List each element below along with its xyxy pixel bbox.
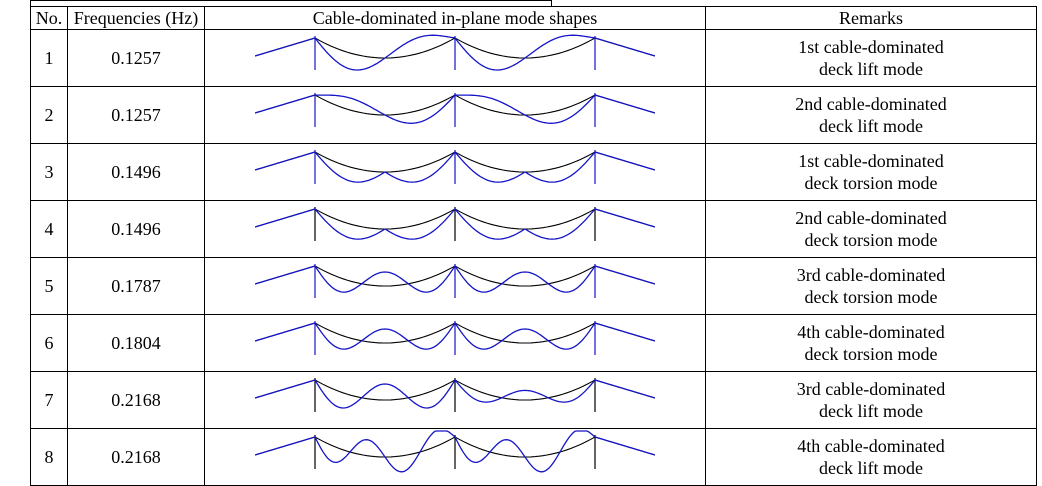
mode-shape-line bbox=[255, 207, 655, 240]
row-number: 5 bbox=[30, 257, 68, 315]
row-number: 6 bbox=[30, 314, 68, 372]
mode-shape-cell bbox=[204, 428, 706, 486]
table-row: 8 0.2168 4th cable-dominated deck lift mod… bbox=[30, 428, 1037, 486]
row-remark: 2nd cable-dominated deck lift mode bbox=[705, 86, 1037, 144]
row-remark: 2nd cable-dominated deck torsion mode bbox=[705, 200, 1037, 258]
row-frequency: 0.1804 bbox=[67, 314, 205, 372]
mode-shape-cell bbox=[204, 29, 706, 87]
mode-shape-diagram bbox=[255, 150, 655, 184]
table-row: 5 0.1787 3rd cable-dominated deck torsion … bbox=[30, 257, 1037, 315]
mode-shape-diagram bbox=[255, 93, 655, 127]
header-row: No. Frequencies (Hz) Cable-dominated in-… bbox=[30, 6, 1037, 30]
mode-shape-diagram bbox=[255, 430, 655, 473]
row-frequency: 0.2168 bbox=[67, 428, 205, 486]
row-number: 7 bbox=[30, 371, 68, 429]
mode-shape-cell bbox=[204, 257, 706, 315]
table-row: 6 0.1804 4th cable-dominated deck torsion … bbox=[30, 314, 1037, 372]
table-row: 3 0.1496 1st cable-dominated deck torsion … bbox=[30, 143, 1037, 201]
row-remark: 3rd cable-dominated deck lift mode bbox=[705, 371, 1037, 429]
mode-shape-cell bbox=[204, 143, 706, 201]
table-top-stub bbox=[30, 0, 552, 7]
row-frequency: 0.2168 bbox=[67, 371, 205, 429]
row-number: 2 bbox=[30, 86, 68, 144]
mode-shape-diagram bbox=[255, 207, 655, 241]
row-number: 8 bbox=[30, 428, 68, 486]
mode-shape-cell bbox=[204, 371, 706, 429]
mode-shape-line bbox=[255, 430, 655, 473]
row-remark: 1st cable-dominated deck torsion mode bbox=[705, 143, 1037, 201]
header-frequency: Frequencies (Hz) bbox=[67, 6, 205, 30]
mode-shape-diagram bbox=[255, 264, 655, 298]
row-frequency: 0.1257 bbox=[67, 29, 205, 87]
mode-shape-line bbox=[255, 34, 655, 71]
table-row: 1 0.1257 1st cable-dominated deck lift mod… bbox=[30, 29, 1037, 87]
mode-shape-line bbox=[255, 264, 655, 293]
mode-shape-cell bbox=[204, 86, 706, 144]
table-row: 2 0.1257 2nd cable-dominated deck lift mod… bbox=[30, 86, 1037, 144]
table-row: 7 0.2168 3rd cable-dominated deck lift mod… bbox=[30, 371, 1037, 429]
mode-shape-diagram bbox=[255, 321, 655, 355]
mode-shape-diagram bbox=[255, 34, 655, 71]
mode-shape-table: No. Frequencies (Hz) Cable-dominated in-… bbox=[30, 6, 1037, 486]
row-number: 4 bbox=[30, 200, 68, 258]
row-remark: 3rd cable-dominated deck torsion mode bbox=[705, 257, 1037, 315]
header-remarks: Remarks bbox=[705, 6, 1037, 30]
header-mode-shape: Cable-dominated in-plane mode shapes bbox=[204, 6, 706, 30]
row-remark: 1st cable-dominated deck lift mode bbox=[705, 29, 1037, 87]
header-no: No. bbox=[30, 6, 68, 30]
row-number: 1 bbox=[30, 29, 68, 87]
row-remark: 4th cable-dominated deck lift mode bbox=[705, 428, 1037, 486]
mode-shape-line bbox=[255, 321, 655, 350]
row-frequency: 0.1496 bbox=[67, 143, 205, 201]
mode-shape-line bbox=[255, 150, 655, 183]
row-frequency: 0.1787 bbox=[67, 257, 205, 315]
row-remark: 4th cable-dominated deck torsion mode bbox=[705, 314, 1037, 372]
table-row: 4 0.1496 2nd cable-dominated deck torsion … bbox=[30, 200, 1037, 258]
row-frequency: 0.1496 bbox=[67, 200, 205, 258]
mode-shape-line bbox=[255, 94, 655, 124]
mode-shape-cell bbox=[204, 200, 706, 258]
mode-shape-cell bbox=[204, 314, 706, 372]
mode-shape-diagram bbox=[255, 378, 655, 412]
row-frequency: 0.1257 bbox=[67, 86, 205, 144]
row-number: 3 bbox=[30, 143, 68, 201]
mode-shape-line bbox=[255, 378, 655, 409]
